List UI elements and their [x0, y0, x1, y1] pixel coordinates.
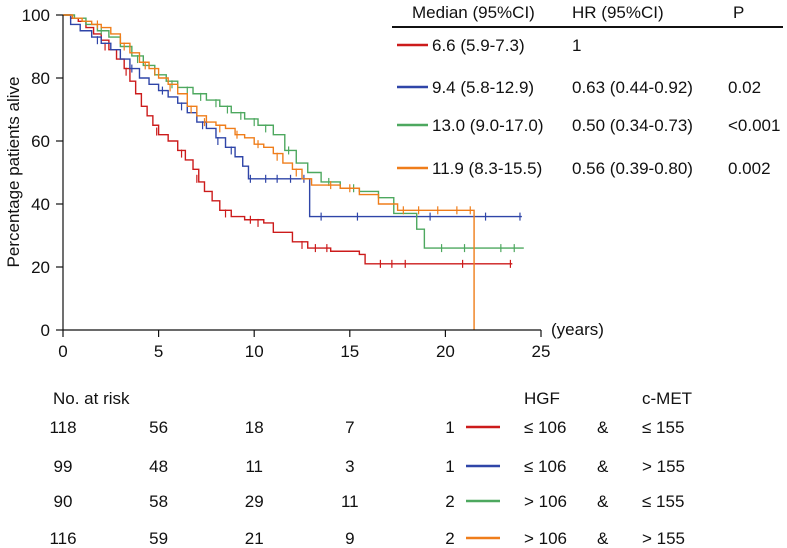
risk-count: 48 [149, 457, 168, 476]
legend-rows: 6.6 (5.9-7.3) 1 9.4 (5.8-12.9) 0.63 (0.44-0… [397, 36, 780, 178]
x-axis-label: (years) [551, 320, 604, 339]
legend-hr: 1 [572, 36, 581, 55]
legend-header-p: P [733, 3, 744, 22]
risk-table-title: No. at risk [53, 389, 130, 408]
risk-count: 29 [245, 492, 264, 511]
risk-count: 7 [345, 418, 354, 437]
legend-median: 6.6 (5.9-7.3) [432, 36, 525, 55]
risk-count: 3 [345, 457, 354, 476]
risk-hgf: > 106 [524, 529, 567, 548]
legend-median: 11.9 (8.3-15.5) [432, 159, 542, 178]
legend-median: 9.4 (5.8-12.9) [432, 78, 534, 97]
risk-count: 118 [49, 418, 76, 437]
legend-p: 0.02 [728, 78, 761, 97]
y-axis-label: Percentage patients alive [4, 77, 23, 268]
risk-count: 11 [341, 492, 359, 511]
legend-hr: 0.63 (0.44-0.92) [572, 78, 693, 97]
legend-header-hr: HR (95%CI) [572, 3, 664, 22]
survival-curve-2 [63, 14, 522, 218]
risk-count: 90 [54, 492, 73, 511]
risk-table: No. at risk HGF c-MET 118 56 18 7 1 ≤ 106 & ≤ 1… [49, 389, 692, 548]
legend-table: Median (95%CI) HR (95%CI) P 6.6 (5.9-7.3… [392, 3, 783, 178]
risk-table-cmet-header: c-MET [642, 389, 692, 408]
x-tick-label: 15 [340, 342, 359, 361]
risk-cmet: > 155 [642, 457, 685, 476]
risk-cmet: > 155 [642, 529, 685, 548]
y-axis-ticks: 0 20 40 60 80 100 [22, 6, 63, 340]
x-tick-label: 20 [436, 342, 455, 361]
risk-table-hgf-header: HGF [524, 389, 560, 408]
legend-median: 13.0 (9.0-17.0) [432, 116, 544, 135]
y-tick-label: 60 [31, 132, 50, 151]
y-tick-label: 80 [31, 69, 50, 88]
risk-group: 1 [445, 418, 454, 437]
risk-cmet: ≤ 155 [642, 418, 684, 437]
risk-cmet: ≤ 155 [642, 492, 684, 511]
risk-count: 21 [245, 529, 264, 548]
risk-amp: & [597, 529, 609, 548]
x-axis-ticks: 0 5 10 15 20 25 [58, 330, 550, 361]
legend-p: <0.001 [728, 116, 780, 135]
risk-amp: & [597, 418, 609, 437]
legend-hr: 0.56 (0.39-0.80) [572, 159, 693, 178]
x-tick-label: 10 [245, 342, 264, 361]
risk-count: 59 [149, 529, 168, 548]
x-tick-label: 25 [532, 342, 551, 361]
legend-hr: 0.50 (0.34-0.73) [572, 116, 693, 135]
risk-count: 99 [54, 457, 73, 476]
risk-group: 2 [445, 492, 454, 511]
risk-group: 1 [445, 457, 454, 476]
y-tick-label: 20 [31, 258, 50, 277]
x-tick-label: 0 [58, 342, 67, 361]
risk-hgf: ≤ 106 [524, 457, 566, 476]
risk-count: 58 [149, 492, 168, 511]
survival-curve-1 [63, 14, 513, 265]
x-tick-label: 5 [154, 342, 163, 361]
risk-hgf: ≤ 106 [524, 418, 566, 437]
risk-count: 18 [245, 418, 264, 437]
y-tick-label: 40 [31, 195, 50, 214]
plot-area [63, 14, 524, 330]
risk-amp: & [597, 492, 609, 511]
legend-header-median: Median (95%CI) [412, 3, 535, 22]
risk-group: 2 [445, 529, 454, 548]
risk-hgf: > 106 [524, 492, 567, 511]
legend-p: 0.002 [728, 159, 771, 178]
risk-amp: & [597, 457, 609, 476]
y-tick-label: 0 [41, 321, 50, 340]
risk-count: 56 [149, 418, 168, 437]
risk-count: 9 [345, 529, 354, 548]
survival-curve-4 [63, 14, 475, 330]
risk-table-rows: 118 56 18 7 1 ≤ 106 & ≤ 155 99 48 11 3 1 ≤ 106 & > 155 9… [49, 418, 685, 548]
y-tick-label: 100 [22, 6, 50, 25]
risk-count: 11 [245, 457, 263, 476]
risk-count: 116 [49, 529, 76, 548]
